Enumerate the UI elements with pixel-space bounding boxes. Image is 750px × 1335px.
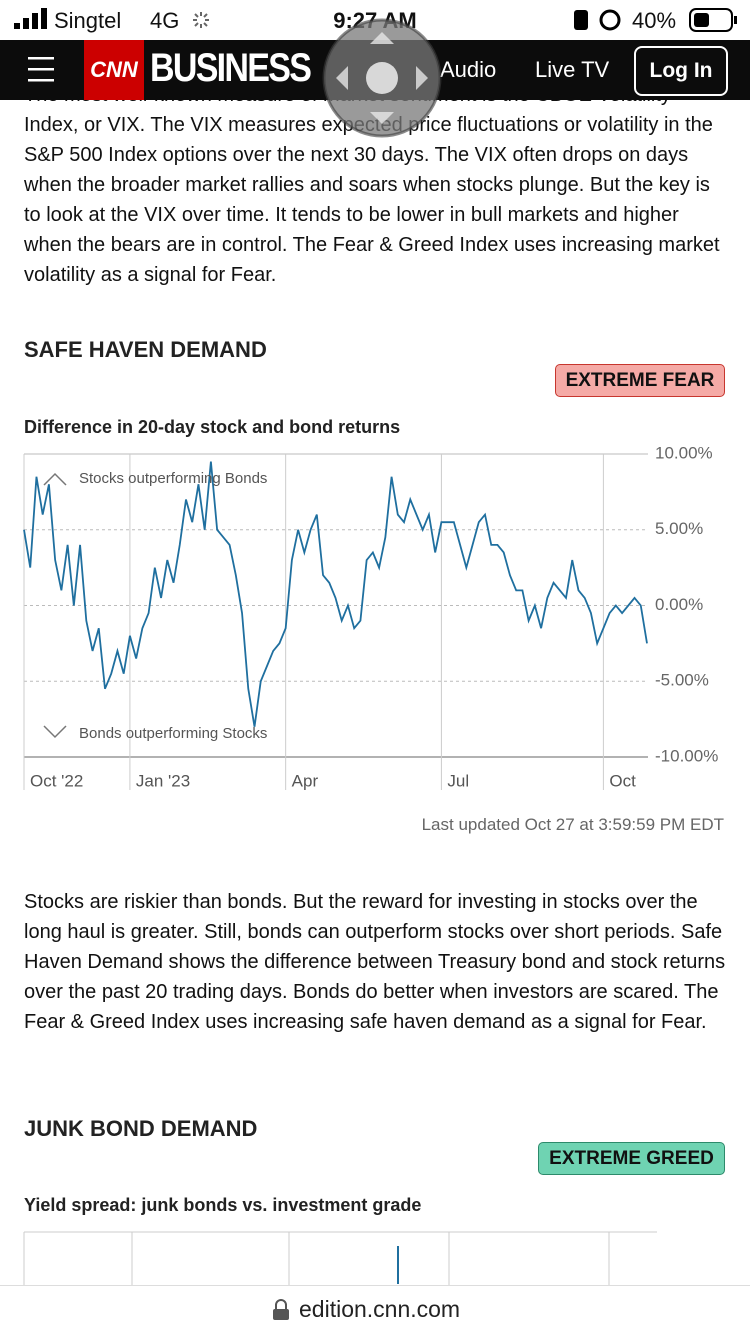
arrow-up xyxy=(43,472,67,486)
x-tick-label: Oct '22 xyxy=(30,771,83,790)
chart-title: Yield spread: junk bonds vs. investment … xyxy=(24,1195,422,1215)
y-tick-label: -5.00% xyxy=(655,671,709,690)
logo-cnn[interactable]: CNN xyxy=(84,40,144,100)
chart: 10.00% 5.00% 0.00% -5.00% -10.00% Oct '22 Jan … xyxy=(23,443,718,790)
menu-icon[interactable] xyxy=(28,55,68,85)
login-button[interactable]: Log In xyxy=(634,46,728,96)
x-tick-label: Oct xyxy=(609,771,636,790)
partial-chart xyxy=(23,1231,657,1288)
section-heading: JUNK BOND DEMAND xyxy=(24,1116,258,1141)
nav-link[interactable]: Audio xyxy=(440,57,497,82)
intro-paragraph: The most well-known measure of market se… xyxy=(24,84,720,286)
y-tick-label: -10.00% xyxy=(655,746,718,765)
battery-level: 40% xyxy=(632,8,677,33)
url-bar[interactable]: edition.cnn.com xyxy=(0,1285,750,1335)
carrier: Singtel xyxy=(54,8,122,33)
lock-icon xyxy=(273,1299,289,1320)
rating-badge: EXTREME GREED xyxy=(538,1142,725,1175)
logo-business[interactable]: BUSINESS xyxy=(150,46,312,90)
x-tick-label: Apr xyxy=(292,771,319,790)
nav-link[interactable]: Live TV xyxy=(535,57,610,82)
url: edition.cnn.com xyxy=(299,1296,461,1322)
rating-badge: EXTREME FEAR xyxy=(555,364,725,397)
x-tick-label: Jul xyxy=(447,771,469,790)
network: 4G xyxy=(150,8,180,33)
arrow-down xyxy=(43,725,67,739)
y-tick-label: 10.00% xyxy=(655,443,713,462)
y-tick-label: 5.00% xyxy=(655,519,703,538)
y-tick-label: 0.00% xyxy=(655,595,703,614)
last-updated: Last updated Oct 27 at 3:59:59 PM EDT xyxy=(421,815,724,834)
x-tick-label: Jan '23 xyxy=(136,771,190,790)
annotation: Bonds outperforming Stocks xyxy=(79,725,267,742)
assistive-touch[interactable] xyxy=(322,18,442,138)
annotation: Stocks outperforming Bonds xyxy=(79,470,267,487)
data-line xyxy=(23,461,648,727)
section-paragraph: Stocks are riskier than bonds. But the r… xyxy=(24,891,726,1033)
chart-title: Difference in 20-day stock and bond retu… xyxy=(24,417,401,437)
section-heading: SAFE HAVEN DEMAND xyxy=(24,337,267,362)
status-icons xyxy=(14,8,737,32)
